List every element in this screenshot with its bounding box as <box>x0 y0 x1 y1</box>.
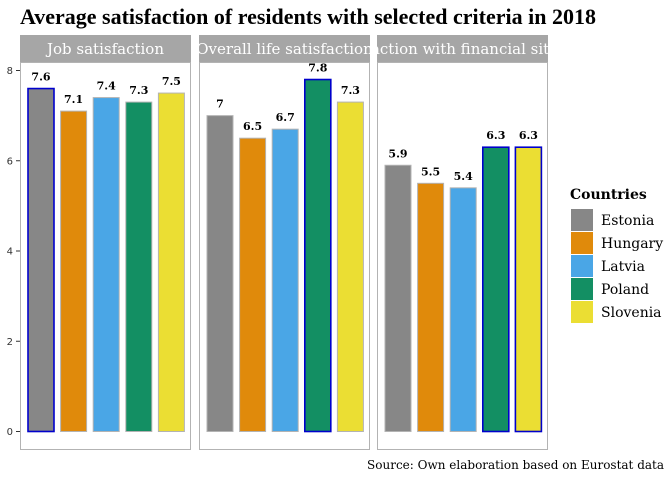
legend-label: Hungary <box>601 236 663 252</box>
data-label: 7.3 <box>129 84 148 97</box>
bar-slovenia <box>336 101 364 433</box>
bar-latvia <box>92 97 120 432</box>
data-label: 6.5 <box>243 120 262 133</box>
data-label: 7 <box>216 98 224 111</box>
y-tick-label: 6 <box>7 156 13 167</box>
bar-hungary <box>60 110 88 433</box>
legend-label: Estonia <box>601 213 654 229</box>
data-label: 5.5 <box>421 165 440 178</box>
bar-latvia <box>449 187 477 432</box>
data-label: 6.3 <box>486 129 505 142</box>
bar-slovenia <box>157 92 185 432</box>
bar-poland <box>303 78 332 433</box>
facet-panel: Job satisfaction 7.6 7.1 7.4 7.3 7.5 <box>20 35 191 450</box>
panel-border <box>199 62 370 450</box>
legend-swatch-latvia <box>571 255 593 277</box>
chart-caption: Source: Own elaboration based on Eurosta… <box>367 458 664 472</box>
legend: Countries Estonia Hungary Latvia Poland Slov… <box>570 187 663 323</box>
legend-swatch-slovenia <box>571 301 593 323</box>
bar-estonia <box>206 115 234 432</box>
bar-latvia <box>271 128 299 432</box>
panel-border <box>20 62 191 450</box>
data-label: 7.6 <box>31 71 50 84</box>
facet-strip-label: Overall life satisfaction <box>196 40 373 58</box>
bar-slovenia <box>514 146 543 433</box>
panel-border <box>377 62 548 450</box>
y-tick-label: 4 <box>7 247 13 258</box>
data-label: 7.5 <box>162 75 181 88</box>
data-label: 6.3 <box>519 129 538 142</box>
y-tick-label: 2 <box>7 337 13 348</box>
data-label: 7.8 <box>308 62 327 75</box>
bar-poland <box>125 101 153 433</box>
data-label: 7.4 <box>97 80 116 93</box>
y-tick-label: 0 <box>7 427 13 438</box>
panels: Job satisfaction 7.6 7.1 7.4 7.3 7.5 Overall l… <box>20 35 598 450</box>
data-label: 5.4 <box>454 170 473 183</box>
data-label: 7.1 <box>64 93 83 106</box>
data-label: 6.7 <box>276 111 295 124</box>
legend-swatch-poland <box>571 278 593 300</box>
legend-label: Latvia <box>601 259 645 275</box>
legend-swatch-estonia <box>571 209 593 231</box>
legend-label: Poland <box>601 282 649 298</box>
facet-panel: Overall life satisfaction 7 6.5 6.7 7.8 7.3 <box>196 35 373 450</box>
data-label: 5.9 <box>388 147 407 160</box>
facet-strip <box>20 35 191 62</box>
facet-strip-label: Job satisfaction <box>45 40 164 58</box>
bar-hungary <box>417 182 445 432</box>
y-tick-label: 8 <box>7 66 13 77</box>
data-label: 7.3 <box>341 84 360 97</box>
facet-strip <box>199 35 370 62</box>
bar-poland <box>481 146 510 433</box>
y-axis: 0 2 4 6 8 <box>7 66 20 438</box>
legend-title: Countries <box>570 187 647 203</box>
bar-estonia <box>27 87 55 433</box>
chart-title: Average satisfaction of residents with s… <box>20 4 596 29</box>
legend-swatch-hungary <box>571 232 593 254</box>
facet-strip-label: Satisfaction with financial situation <box>328 40 598 58</box>
bar-estonia <box>384 164 412 432</box>
facet-strip <box>377 35 548 62</box>
legend-label: Slovenia <box>601 305 662 321</box>
facet-panel: Satisfaction with financial situation 5.9… <box>328 35 598 450</box>
bar-hungary <box>239 137 267 432</box>
